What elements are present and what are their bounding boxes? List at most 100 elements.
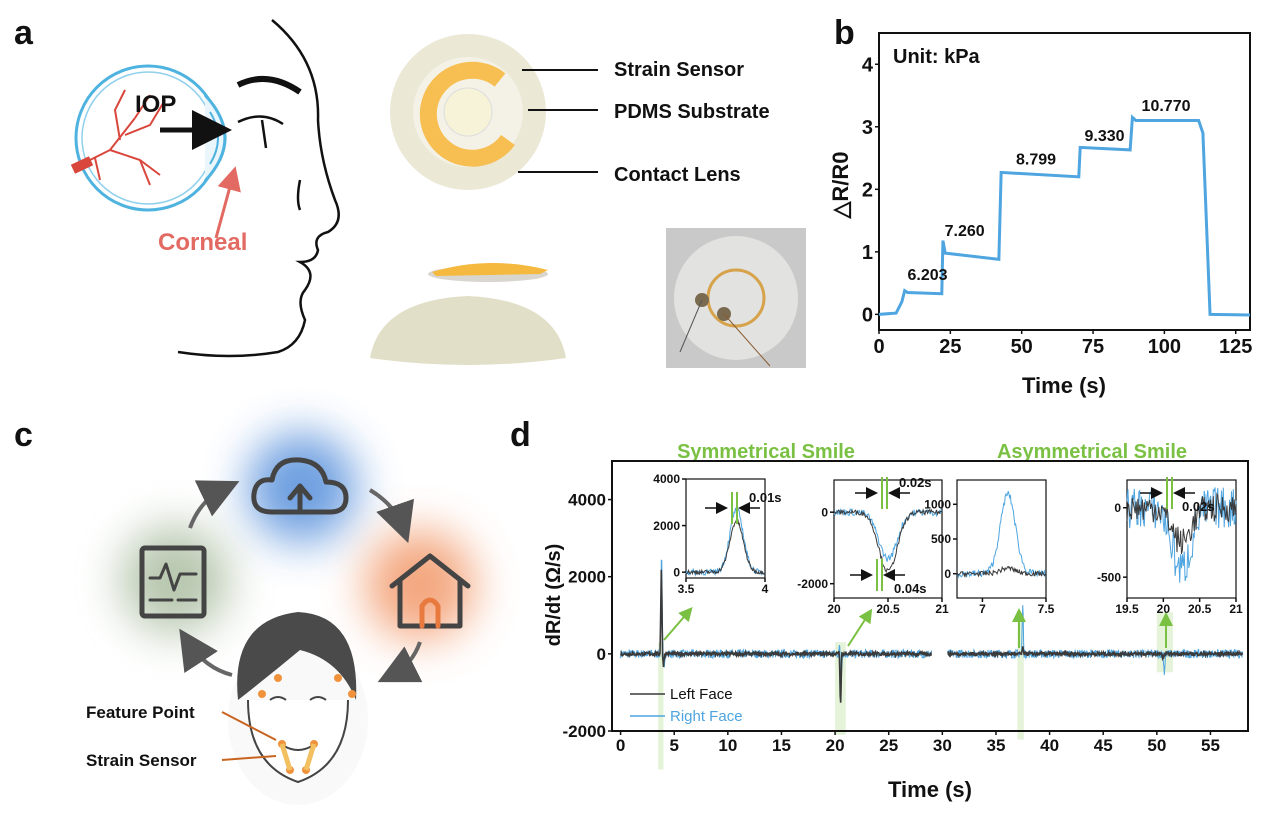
inset-3: 7 7.5 0 500 1000 xyxy=(924,479,1055,616)
panel-letter-a: a xyxy=(14,14,34,52)
panel-c: c xyxy=(14,416,475,805)
interval-label: 0.02s xyxy=(899,475,932,490)
strain-sensor-label: Strain Sensor xyxy=(614,59,744,81)
chart-b-data-label: 7.260 xyxy=(945,223,985,240)
inset-3-ytick-label: 0 xyxy=(944,567,951,581)
label-leader-lines xyxy=(221,711,277,761)
series-line-left-face xyxy=(947,646,1244,662)
inset-4-xtick-label: 20.5 xyxy=(1188,602,1212,616)
contact-lens-label: Contact Lens xyxy=(614,164,741,186)
device-photo xyxy=(666,228,806,368)
inset-2: 20 20.5 21 -2000 0 0.02s 0.04s xyxy=(797,475,949,616)
chart-d-xtick-label: 0 xyxy=(616,736,625,755)
inset-series-line xyxy=(1126,492,1237,555)
chart-d-ytick-label: 4000 xyxy=(568,491,606,510)
face-profile xyxy=(177,19,340,358)
home-icon xyxy=(389,553,471,629)
interval-label: 0.02s xyxy=(1182,499,1215,514)
chart-b: 0 25 50 75 100 125 0 1 2 3 4 6.203 7.260 8.799 9.330 10… xyxy=(862,32,1252,358)
inset-1-ytick-label: 2000 xyxy=(653,519,680,533)
inset-pointer-arrow-icon xyxy=(847,608,873,647)
inset-3-xtick-label: 7 xyxy=(979,602,986,616)
panel-a: a IOP Corneal xyxy=(14,14,806,368)
inset-3-ytick-label: 500 xyxy=(931,532,951,546)
chart-b-ytick-label: 2 xyxy=(862,179,873,201)
legend-label: Left Face xyxy=(670,686,733,703)
chart-b-xtick-label: 100 xyxy=(1148,336,1181,358)
pdms-substrate-label: PDMS Substrate xyxy=(614,101,770,123)
panel-letter-c: c xyxy=(14,416,33,454)
blood-vessels xyxy=(79,89,166,186)
chart-b-xtick-label: 0 xyxy=(873,336,884,358)
chart-b-xtick-label: 25 xyxy=(939,336,961,358)
inset-4-ytick-label: 0 xyxy=(1114,501,1121,515)
chart-d-frame xyxy=(611,460,1249,732)
chart-b-data-label: 8.799 xyxy=(1016,151,1056,168)
inset-4-frame xyxy=(1126,479,1237,599)
highlight-region xyxy=(1017,612,1024,740)
chart-d-xtick-label: 20 xyxy=(826,736,845,755)
chart-d: 0 5 10 15 20 25 30 35 40 45 50 55-2000020004000Left… xyxy=(563,460,1249,770)
inset-2-xtick-label: 20 xyxy=(827,602,841,616)
interval-label: 0.01s xyxy=(749,490,782,505)
inset-1-xtick-label: 4 xyxy=(762,582,769,596)
inset-series-line xyxy=(1126,487,1237,583)
panel-b: b 0 25 50 75 100 125 0 1 2 3 4 6.203 7.260 8.799 9.330… xyxy=(828,14,1252,398)
chart-d-xlabel: Time (s) xyxy=(888,777,972,802)
inset-2-ytick-label: 0 xyxy=(821,505,828,519)
inset-1: 3.5 4 0 2000 4000 0.01s xyxy=(653,472,781,596)
chart-b-ytick-label: 0 xyxy=(862,304,873,326)
inset-3-xtick-label: 7.5 xyxy=(1038,602,1055,616)
chart-d-xtick-label: 10 xyxy=(718,736,737,755)
inset-background xyxy=(1127,480,1236,598)
panel-letter-b: b xyxy=(834,14,855,52)
chart-d-xtick-label: 35 xyxy=(986,736,1005,755)
highlight-region xyxy=(658,642,664,770)
chart-b-ytick-label: 4 xyxy=(862,54,874,76)
strain-sensor-marks xyxy=(279,743,317,771)
lens-leader-lines xyxy=(518,69,598,173)
chart-d-ytick-label: -2000 xyxy=(563,722,606,741)
inset-1-frame xyxy=(685,478,766,579)
cycle-arrows xyxy=(179,480,423,683)
legend-label: Right Face xyxy=(670,708,743,725)
inset-2-xtick-label: 21 xyxy=(935,602,949,616)
interval-label: 0.04s xyxy=(894,581,927,596)
chart-b-data-label: 9.330 xyxy=(1084,128,1124,145)
inset-2-ytick-label: -2000 xyxy=(797,577,828,591)
chart-d-xtick-label: 30 xyxy=(933,736,952,755)
inset-4: 19.5 20 20.5 21 -500 0 0.02s xyxy=(1097,477,1243,616)
chart-b-ytick-label: 3 xyxy=(862,117,873,139)
chart-b-annotation: Unit: kPa xyxy=(893,46,981,68)
inset-1-ytick-label: 0 xyxy=(673,565,680,579)
inset-4-xtick-label: 20 xyxy=(1157,602,1171,616)
contact-lens-top-view xyxy=(390,34,546,190)
panel-letter-d: d xyxy=(510,416,531,454)
inset-series-line xyxy=(686,518,765,576)
chart-d-xtick-label: 40 xyxy=(1040,736,1059,755)
chart-d-xtick-label: 55 xyxy=(1201,736,1220,755)
chart-d-xtick-label: 50 xyxy=(1147,736,1166,755)
inset-4-xtick-label: 21 xyxy=(1229,602,1243,616)
inset-1-xtick-label: 3.5 xyxy=(678,582,695,596)
inset-4-ytick-label: -500 xyxy=(1097,570,1121,584)
inset-2-xtick-label: 20.5 xyxy=(876,602,900,616)
series-line-left-face xyxy=(620,569,932,703)
chart-d-ytick-label: 0 xyxy=(597,645,606,664)
chart-b-data-label: 10.770 xyxy=(1142,98,1191,115)
chart-d-ytick-label: 2000 xyxy=(568,568,606,587)
chart-b-frame xyxy=(878,32,1251,331)
panel-d: d Symmetrical Smile Asymmetrical Smile 0… xyxy=(510,416,1249,802)
lens-exploded-side-view xyxy=(370,262,566,365)
inset-3-ytick-label: 1000 xyxy=(924,497,951,511)
inset-1-ytick-label: 4000 xyxy=(653,472,680,486)
corneal-arrow-icon xyxy=(214,166,241,239)
chart-d-ylabel: dR/dt (Ω/s) xyxy=(543,544,565,647)
chart-d-xtick-label: 5 xyxy=(669,736,678,755)
chart-d-xtick-label: 15 xyxy=(772,736,791,755)
chart-b-ytick-label: 1 xyxy=(862,242,873,264)
cloud-upload-icon xyxy=(251,457,349,515)
strain-sensor-label-c: Strain Sensor xyxy=(86,751,197,770)
